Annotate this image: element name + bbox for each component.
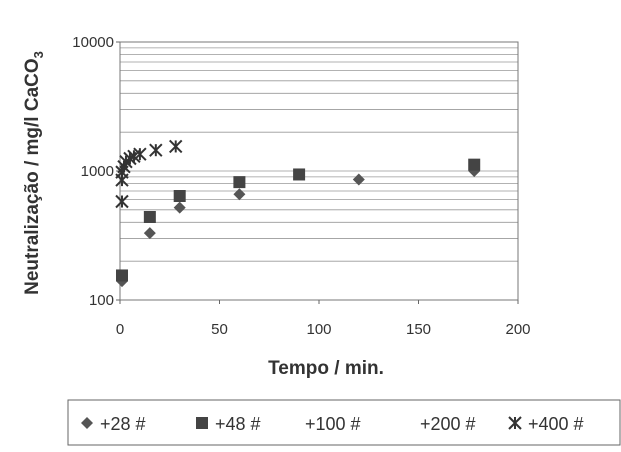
- y-tick-label: 10000: [72, 34, 114, 51]
- data-point: [143, 210, 156, 223]
- legend-box: [67, 399, 621, 446]
- data-marks: [115, 139, 481, 288]
- data-point: [149, 143, 163, 157]
- legend-label: +400 #: [528, 414, 584, 434]
- legend-label: +28 #: [100, 414, 146, 434]
- data-point: [293, 168, 306, 181]
- data-point: [143, 227, 156, 240]
- data-point: [173, 201, 186, 214]
- legend-label: +48 #: [215, 414, 261, 434]
- data-point: [116, 269, 128, 282]
- legend-label: +100 #: [305, 414, 361, 434]
- x-tick-label: 100: [306, 321, 331, 338]
- legend-marker: [508, 416, 522, 430]
- data-point: [352, 173, 365, 186]
- data-point: [233, 176, 246, 189]
- legend-marker: [81, 417, 93, 429]
- data-point: [115, 194, 129, 209]
- legend: +28 # +48 # +100 # +200 # +400 #: [81, 414, 584, 434]
- gridlines: [120, 47, 518, 262]
- data-point: [169, 139, 183, 154]
- x-tick-label: 0: [116, 321, 124, 338]
- data-point: [173, 190, 186, 203]
- x-tick-label: 150: [406, 321, 431, 338]
- y-axis-label: Neutralização / mg/l CaCO3: [22, 51, 46, 295]
- y-tick-label: 1000: [81, 163, 114, 180]
- x-tick-label: 200: [505, 321, 530, 338]
- x-tick-label: 50: [211, 321, 228, 338]
- axis-ticks: 0 50 100 150 200 100 1000 10000: [72, 34, 530, 338]
- legend-marker: [196, 417, 208, 429]
- legend-label: +200 #: [420, 414, 476, 434]
- y-tick-label: 100: [89, 292, 114, 309]
- data-point: [133, 147, 147, 161]
- data-point: [468, 158, 481, 171]
- data-point: [233, 188, 246, 201]
- x-axis-label: Tempo / min.: [268, 358, 384, 379]
